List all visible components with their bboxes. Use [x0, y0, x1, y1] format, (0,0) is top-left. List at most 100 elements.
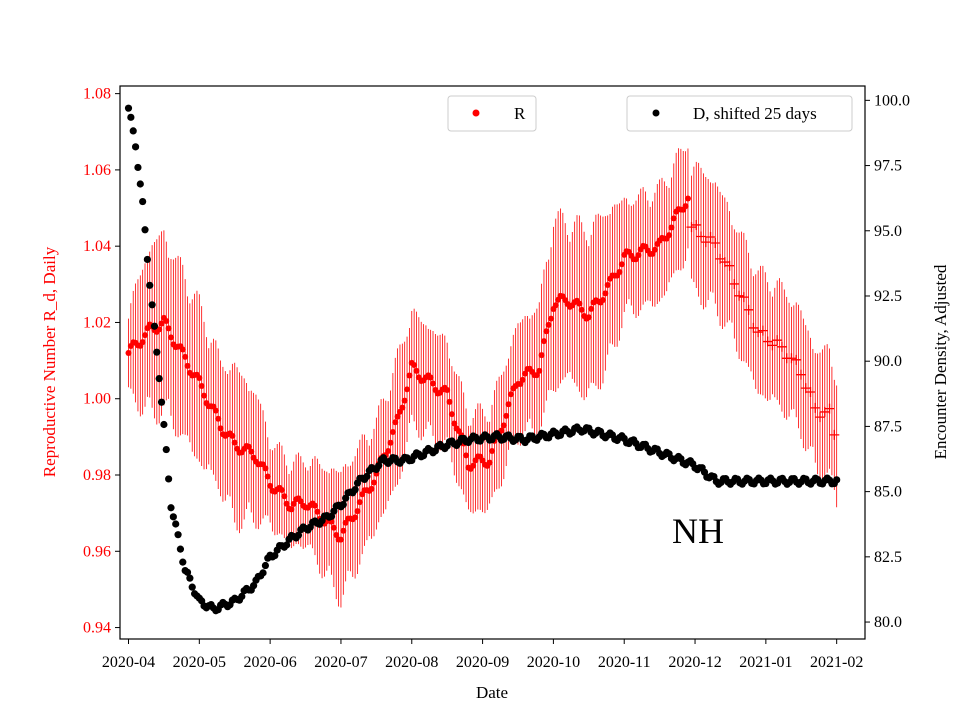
r-point-extended — [691, 219, 702, 230]
right-tick-label: 97.5 — [874, 158, 902, 175]
r-point — [196, 375, 203, 382]
d-point — [363, 472, 371, 481]
r-point — [245, 443, 252, 450]
d-point — [155, 374, 163, 383]
r-point — [125, 349, 132, 356]
r-point — [167, 334, 174, 341]
r-point — [545, 321, 552, 328]
plot-frame — [119, 85, 866, 640]
r-point — [666, 232, 673, 239]
r-point — [401, 397, 408, 404]
right-tick-label: 85.0 — [874, 484, 902, 501]
d-point — [238, 592, 246, 601]
right-axis-title: Encounter Density, Adjusted — [931, 264, 950, 459]
r-point — [451, 420, 458, 427]
r-point — [267, 482, 274, 489]
x-tick-label: 2021-01 — [739, 654, 792, 671]
r-point-extended — [686, 222, 697, 233]
left-tick-label: 1.06 — [83, 162, 111, 179]
r-point — [470, 462, 477, 469]
d-point — [172, 520, 180, 528]
r-point — [599, 297, 606, 304]
r-point — [651, 246, 658, 253]
d-point — [150, 322, 159, 330]
r-point — [578, 306, 585, 313]
left-axis-ticks: 0.94 0.96 0.98 1.00 1.02 1.04 1.06 1.08 — [83, 86, 120, 637]
x-axis-ticks: 2020-04 2020-05 2020-06 2020-07 2020-08 2020-… — [102, 639, 863, 671]
r-point — [165, 325, 172, 332]
d-point — [176, 545, 185, 553]
right-tick-label: 90.0 — [874, 353, 902, 370]
right-tick-label: 87.5 — [874, 418, 902, 435]
r-point — [538, 352, 545, 359]
r-point — [505, 401, 512, 408]
d-point — [250, 582, 258, 590]
r-point — [682, 203, 689, 210]
left-tick-label: 0.98 — [83, 467, 111, 484]
d-point — [271, 551, 279, 560]
error-bars — [128, 148, 838, 608]
r-point — [411, 362, 418, 369]
x-tick-label: 2020-07 — [314, 654, 367, 671]
d-point — [160, 420, 168, 429]
r-point — [314, 508, 321, 515]
left-tick-label: 1.00 — [83, 391, 111, 408]
r-point — [684, 195, 691, 202]
r-point — [248, 448, 255, 455]
r-point — [352, 514, 359, 521]
r-point-extended — [795, 369, 806, 380]
d-point — [146, 281, 154, 289]
left-tick-label: 1.02 — [83, 314, 111, 331]
d-point — [127, 113, 135, 121]
right-tick-label: 100.0 — [874, 92, 910, 109]
legend-r: R — [447, 95, 537, 132]
r-point — [201, 392, 208, 399]
r-point-extended — [772, 335, 783, 346]
r-point — [522, 370, 529, 377]
r-point — [604, 282, 611, 289]
x-tick-label: 2020-10 — [527, 654, 580, 671]
r-point — [588, 305, 595, 312]
d-point — [124, 104, 133, 112]
d-point — [174, 531, 182, 539]
r-point — [602, 290, 609, 297]
d-point — [283, 541, 291, 549]
legend-d-marker — [652, 109, 660, 117]
x-tick-label: 2020-04 — [102, 654, 155, 671]
r-point — [536, 367, 543, 374]
r-point-extended — [824, 403, 835, 414]
r-point — [543, 328, 550, 335]
r-point-extended — [748, 322, 759, 333]
r-point — [290, 500, 297, 507]
d-point — [183, 568, 192, 576]
r-point — [337, 536, 344, 543]
r-point-extended — [815, 412, 826, 423]
r-point — [264, 473, 271, 480]
d-point — [131, 143, 140, 151]
r-point-extended — [705, 231, 716, 242]
d-point — [167, 504, 175, 512]
x-tick-label: 2021-02 — [810, 654, 863, 671]
r-point — [262, 465, 269, 472]
d-point — [186, 574, 194, 582]
d-point — [351, 486, 359, 494]
r-point — [413, 367, 420, 374]
x-tick-label: 2020-09 — [456, 654, 509, 671]
legend-d-label: D, shifted 25 days — [693, 104, 817, 123]
r-point — [142, 332, 149, 339]
r-point — [281, 493, 288, 500]
r-point-extended — [724, 260, 735, 271]
r-point — [182, 353, 189, 360]
r-point — [139, 339, 146, 346]
r-point — [215, 415, 222, 422]
d-point — [179, 558, 187, 566]
d-point — [833, 476, 841, 484]
r-point — [444, 387, 451, 394]
r-point — [389, 428, 396, 435]
r-point — [668, 224, 675, 231]
r-point-extended — [767, 340, 778, 351]
x-tick-label: 2020-06 — [243, 654, 296, 671]
r-point — [156, 326, 163, 333]
d-point — [148, 301, 156, 309]
